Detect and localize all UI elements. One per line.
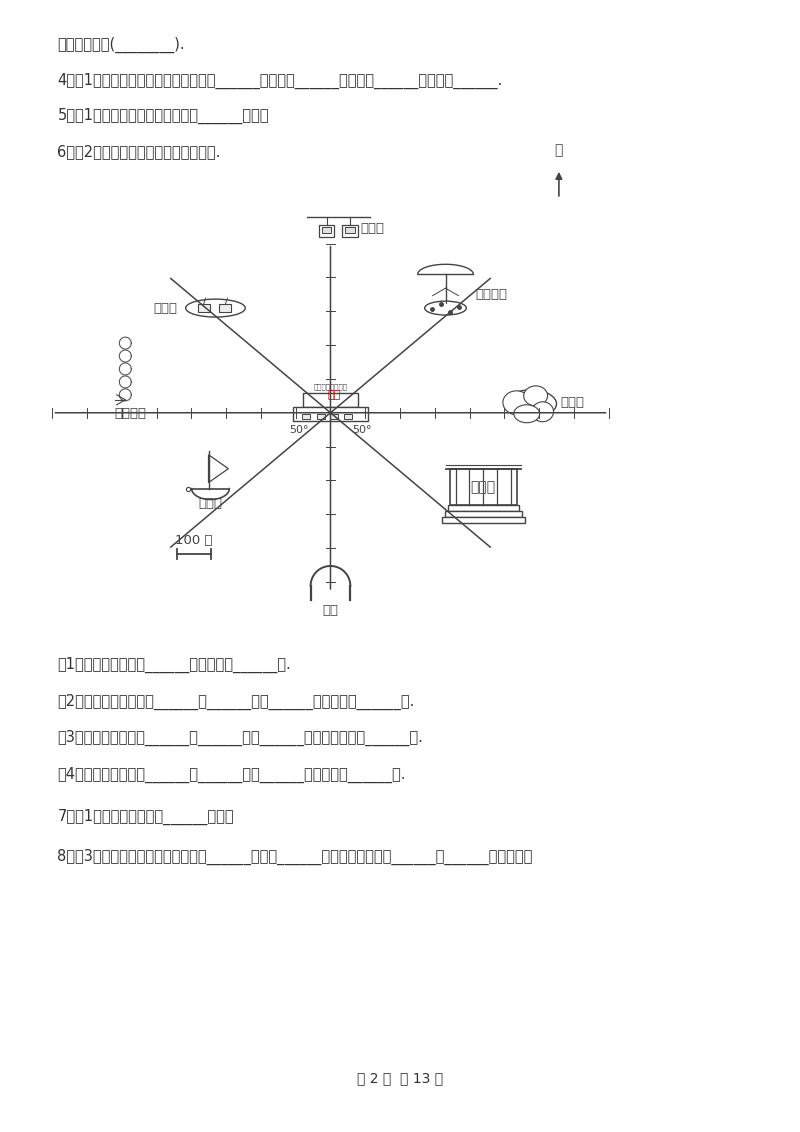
Text: 游泳馆: 游泳馆 [470, 480, 496, 494]
Text: 100 米: 100 米 [175, 534, 213, 547]
Text: 餐厅: 餐厅 [328, 389, 341, 400]
Text: 7．（1分）转动的电扇是______现象。: 7．（1分）转动的电扇是______现象。 [58, 808, 234, 825]
Ellipse shape [514, 405, 540, 422]
Bar [344, 414, 352, 419]
Bar [302, 414, 310, 419]
Text: 东风游乐场管理处: 东风游乐场管理处 [314, 384, 347, 389]
Ellipse shape [505, 389, 557, 418]
Bar [322, 226, 331, 233]
Text: 第 2 页  共 13 页: 第 2 页 共 13 页 [357, 1072, 443, 1086]
Bar [342, 224, 358, 237]
Bar [293, 406, 368, 421]
Polygon shape [209, 455, 228, 482]
Text: 激流勇进: 激流勇进 [114, 406, 146, 420]
Bar [445, 511, 522, 517]
Text: （1）观览车在餐厅的______方向，距离______米.: （1）观览车在餐厅的______方向，距离______米. [58, 657, 291, 672]
Text: （4）海盗船在餐厅的______偏______　　______方向，距离______米.: （4）海盗船在餐厅的______偏______ ______方向，距离_____… [58, 767, 406, 783]
Bar [346, 226, 355, 233]
Text: （3）游泳馆在餐厅的______偏______　　______方向，距离　　______米.: （3）游泳馆在餐厅的______偏______ ______方向，距离 ____… [58, 730, 423, 746]
Ellipse shape [186, 299, 246, 317]
Bar [450, 469, 517, 505]
Bar [442, 517, 525, 523]
Bar [317, 414, 325, 419]
Text: 50°: 50° [352, 424, 372, 435]
Text: 小兔的位置在(________).: 小兔的位置在(________). [58, 36, 185, 53]
Text: 过山车: 过山车 [561, 396, 585, 410]
Text: 观览车: 观览车 [360, 222, 384, 235]
Text: 8．（3分）如图，从东风路出发，沿______方向走______站到体育场，再向______走______站到书店。: 8．（3分）如图，从东风路出发，沿______方向走______站到体育场，再向… [58, 849, 533, 865]
Ellipse shape [532, 402, 554, 422]
Text: 北: 北 [554, 143, 563, 157]
Text: 5．（1分）把书从书架上拿出来是______现象。: 5．（1分）把书从书架上拿出来是______现象。 [58, 109, 269, 125]
Text: 门口: 门口 [322, 603, 338, 617]
Bar [447, 505, 519, 511]
Bar [318, 224, 334, 237]
Text: 50°: 50° [289, 424, 309, 435]
Bar [330, 414, 338, 419]
Text: 6．（2分）下面是东风游乐场的平面图.: 6．（2分）下面是东风游乐场的平面图. [58, 144, 221, 160]
Text: 4．（1分）当我们面对朝阳时，前面是______，后面是______，左面是______，右面是______.: 4．（1分）当我们面对朝阳时，前面是______，后面是______，左面是__… [58, 72, 502, 88]
Ellipse shape [425, 301, 466, 315]
Ellipse shape [503, 391, 530, 414]
Text: 旋转木马: 旋转木马 [475, 288, 507, 301]
Bar [302, 393, 358, 406]
Text: （2）旋转木马在餐厅的______偏______　　______方向，距离______米.: （2）旋转木马在餐厅的______偏______ ______方向，距离____… [58, 694, 414, 710]
Text: 碰碰车: 碰碰车 [154, 301, 178, 315]
Bar [198, 305, 210, 312]
Ellipse shape [524, 386, 547, 405]
Bar [219, 305, 231, 312]
Text: 海盗船: 海盗船 [198, 497, 222, 509]
